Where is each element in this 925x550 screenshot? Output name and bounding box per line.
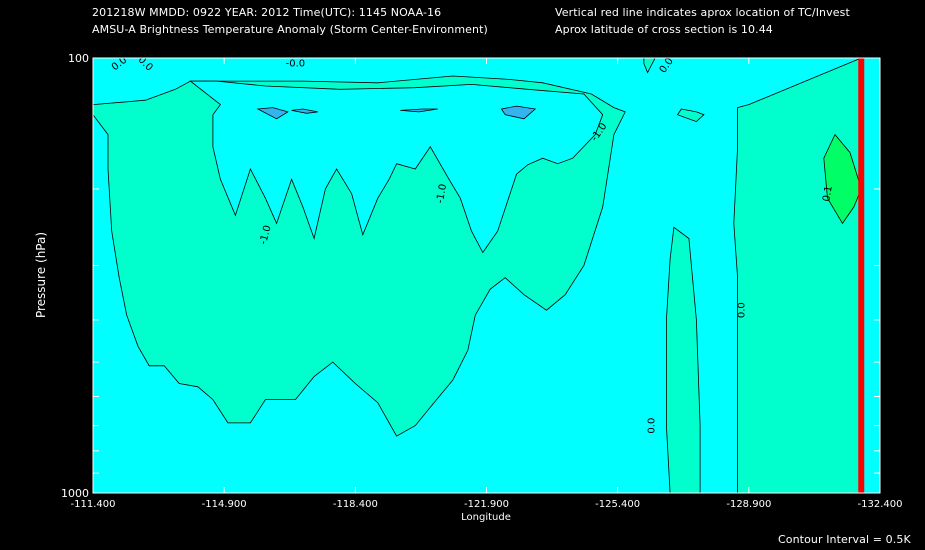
contour-region-10 — [500, 105, 537, 120]
header-line2: AMSU-A Brightness Temperature Anomaly (S… — [92, 23, 488, 36]
x-tick-label-1: -114.900 — [202, 499, 247, 510]
contour-fill-layer — [92, 57, 880, 494]
y-axis-label: Pressure (hPa) — [34, 232, 48, 318]
contour-label-7: 0.0 — [646, 418, 657, 434]
header-note2: Aprox latitude of cross section is 10.44 — [555, 23, 773, 36]
x-tick-label-6: -132.400 — [858, 499, 903, 510]
contour-label-9: 0.1 — [821, 185, 835, 203]
contour-region-9 — [400, 108, 438, 113]
header-line1: 201218W MMDD: 0922 YEAR: 2012 Time(UTC):… — [92, 6, 442, 19]
contour-region-3 — [733, 57, 862, 494]
x-tick-label-5: -128.900 — [726, 499, 771, 510]
x-axis-label: Longitude — [461, 512, 511, 523]
contour-region-7 — [256, 107, 289, 120]
contour-region-5 — [823, 133, 862, 225]
x-tick-label-4: -125.400 — [595, 499, 640, 510]
contour-label-5: -1.0 — [435, 183, 449, 204]
y-tick-label-0: 100 — [68, 52, 89, 65]
contour-region-8 — [291, 108, 318, 114]
x-tick-label-0: -111.400 — [71, 499, 116, 510]
contour-label-8: 0.0 — [736, 302, 747, 318]
storm-location-line — [858, 58, 865, 493]
contour-region-4 — [676, 108, 705, 123]
contour-interval-note: Contour Interval = 0.5K — [778, 533, 911, 546]
header-note1: Vertical red line indicates aprox locati… — [555, 6, 850, 19]
x-tick-label-3: -121.900 — [464, 499, 509, 510]
contour-label-6: -1.0 — [258, 224, 274, 246]
y-tick-label-1: 1000 — [61, 487, 89, 500]
contour-label-2: -0.0 — [286, 59, 306, 70]
contour-region-6 — [189, 80, 604, 254]
x-tick-label-2: -118.400 — [333, 499, 378, 510]
axes-layer: -111.400 -114.900 -118.400 -121.900 -125.400… — [61, 52, 902, 510]
